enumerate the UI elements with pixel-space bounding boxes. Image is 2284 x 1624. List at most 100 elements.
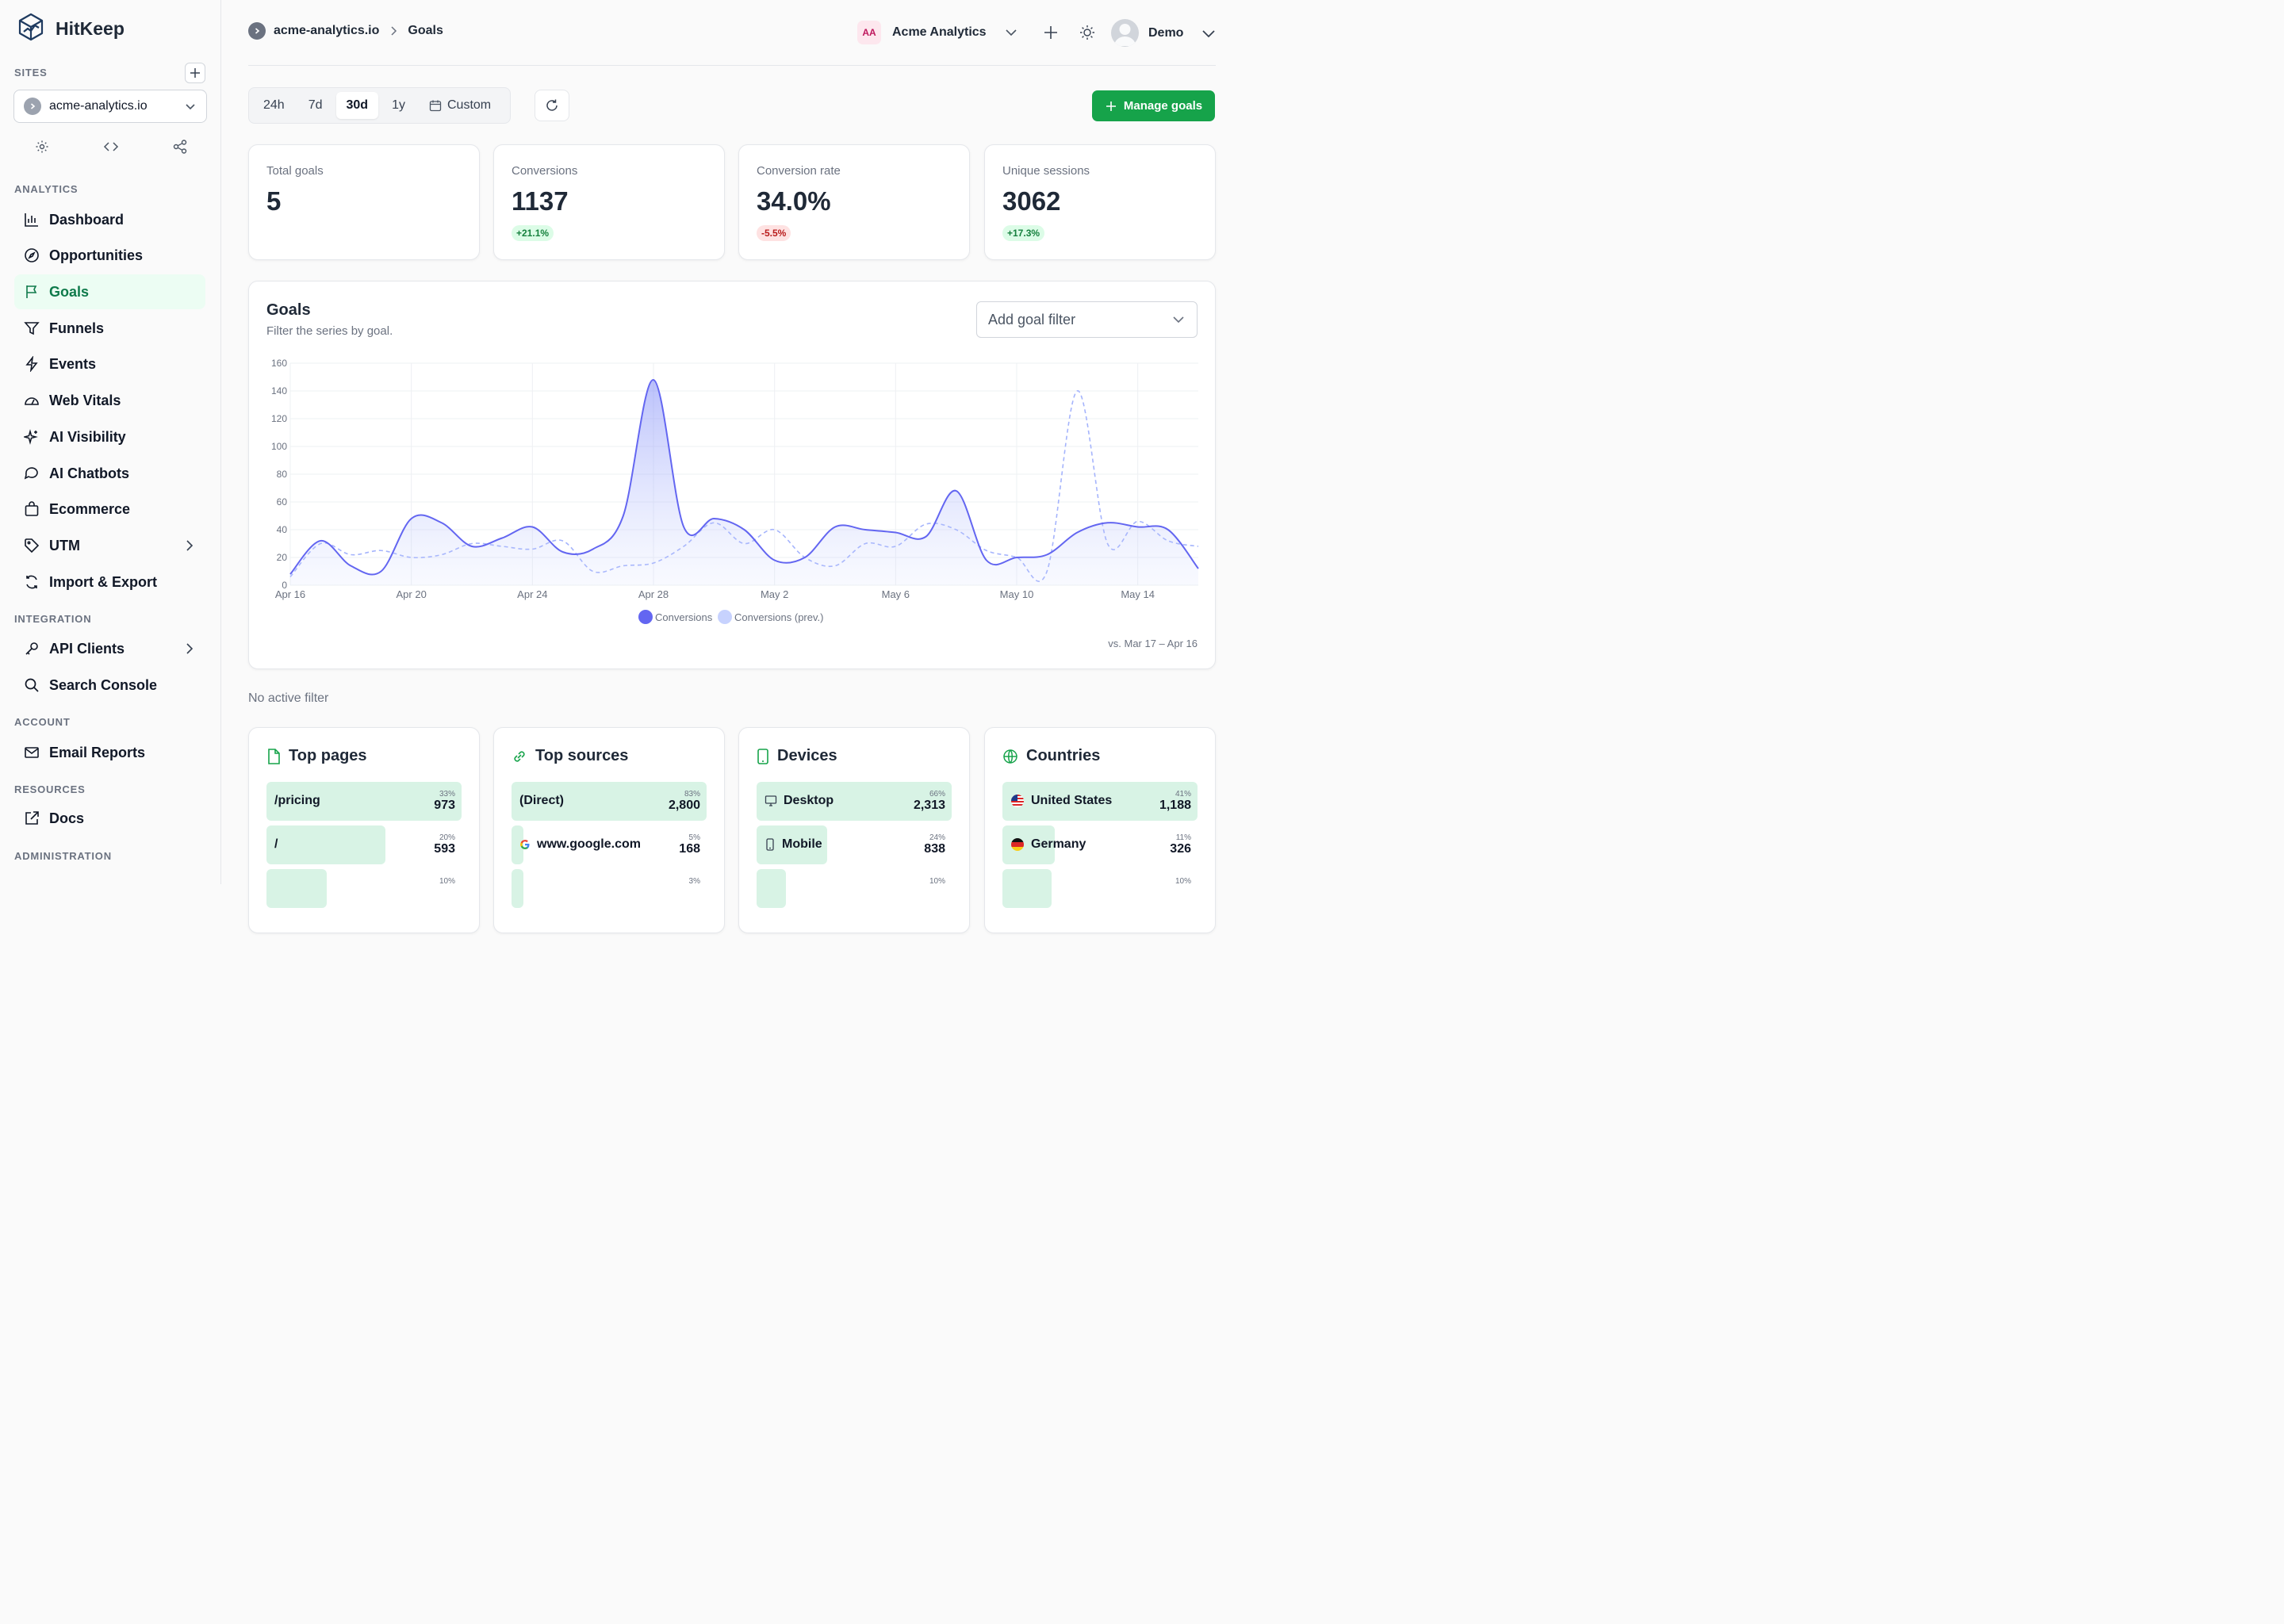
range-custom-label: Custom — [446, 98, 492, 112]
legend-swatch-conversions-prev[interactable] — [718, 610, 732, 624]
range-1y[interactable]: 1y — [392, 98, 405, 112]
panel-title: Top pages — [289, 747, 367, 764]
panel-title: Countries — [1026, 747, 1101, 764]
stat-value: 3062 — [1002, 186, 1061, 216]
sidebar-item-ai-visibility[interactable]: AI Visibility — [14, 419, 205, 454]
site-favicon-icon — [24, 98, 41, 115]
series-line-conversions — [289, 378, 1199, 576]
share-icon[interactable] — [170, 136, 190, 157]
link-icon — [514, 750, 525, 762]
refresh-arrows-icon — [24, 574, 40, 590]
list-item[interactable]: (Direct) 83% 2,800 — [512, 782, 707, 821]
share-bar — [757, 869, 786, 908]
sidebar-item-utm[interactable]: UTM — [14, 528, 205, 563]
share-bar — [512, 825, 523, 864]
manage-goals-button[interactable]: Manage goals — [1092, 90, 1215, 121]
theme-toggle-sun-icon[interactable] — [1077, 22, 1098, 43]
code-snippet-icon[interactable] — [101, 136, 121, 157]
site-favicon-icon — [248, 22, 266, 40]
breadcrumb-current: Goals — [408, 24, 443, 37]
file-icon — [268, 748, 280, 764]
sidebar-item-events[interactable]: Events — [14, 347, 205, 381]
range-30d[interactable]: 30d — [335, 92, 379, 119]
sidebar-item-search-console[interactable]: Search Console — [14, 668, 205, 703]
breadcrumb-site[interactable]: acme-analytics.io — [274, 24, 380, 37]
sidebar-item-goals[interactable]: Goals — [14, 274, 205, 309]
list-item[interactable]: Germany 11% 326 — [1002, 825, 1198, 864]
section-resources: RESOURCES — [14, 783, 86, 795]
list-item[interactable]: / 20% 593 — [266, 825, 462, 864]
section-integration: INTEGRATION — [14, 613, 92, 625]
user-menu[interactable]: Demo — [1111, 19, 1217, 47]
list-item[interactable]: 3% — [512, 869, 707, 908]
list-item[interactable]: 10% — [757, 869, 952, 908]
list-item[interactable]: 10% — [1002, 869, 1198, 908]
stat-value: 34.0% — [757, 186, 831, 216]
sidebar-item-email-reports[interactable]: Email Reports — [14, 735, 205, 770]
list-item[interactable]: United States 41% 1,188 — [1002, 782, 1198, 821]
site-selector-value: acme-analytics.io — [49, 99, 148, 113]
list-item-text: Mobile — [782, 837, 822, 851]
sidebar-item-funnels[interactable]: Funnels — [14, 311, 205, 346]
range-7d[interactable]: 7d — [308, 98, 323, 112]
x-tick-label: May 6 — [882, 588, 910, 600]
list-item[interactable]: 10% — [266, 869, 462, 908]
legend-swatch-conversions[interactable] — [638, 610, 653, 624]
section-account: ACCOUNT — [14, 716, 71, 728]
chevron-right-icon — [186, 540, 194, 551]
sidebar-item-label: Ecommerce — [49, 500, 131, 517]
range-24h[interactable]: 24h — [263, 98, 285, 112]
range-custom[interactable]: Custom — [419, 92, 501, 119]
goal-filter-placeholder: Add goal filter — [988, 311, 1076, 327]
sidebar-item-opportunities[interactable]: Opportunities — [14, 238, 205, 273]
list-item[interactable]: Mobile 24% 838 — [757, 825, 952, 864]
site-settings-icon[interactable] — [32, 136, 52, 157]
chevron-right-icon — [391, 26, 397, 36]
list-item[interactable]: www.google.com 5% 168 — [512, 825, 707, 864]
no-active-filter-text: No active filter — [248, 691, 329, 705]
y-tick-label: 60 — [277, 496, 288, 508]
refresh-button[interactable] — [535, 90, 569, 121]
org-switcher[interactable]: AA Acme Analytics — [857, 21, 1018, 44]
list-item-label: Mobile — [765, 837, 822, 852]
legend-label-conversions-prev[interactable]: Conversions (prev.) — [734, 611, 823, 623]
top-bar: acme-analytics.io Goals AA Acme Analytic… — [248, 0, 1216, 66]
sidebar-item-import-export[interactable]: Import & Export — [14, 565, 205, 599]
sidebar-item-api-clients[interactable]: API Clients — [14, 631, 205, 666]
globe-icon — [1003, 749, 1017, 764]
sidebar-item-ecommerce[interactable]: Ecommerce — [14, 492, 205, 527]
y-tick-label: 100 — [271, 441, 287, 452]
sidebar-item-ai-chatbots[interactable]: AI Chatbots — [14, 456, 205, 491]
add-new-icon[interactable] — [1040, 22, 1061, 43]
goals-area-chart[interactable]: 0 20 40 60 80 100 120 140 160 Apr 16 Apr 20 Apr 24 A… — [249, 353, 1217, 702]
list-item-label: / — [274, 837, 278, 852]
list-item-text: Germany — [1031, 837, 1086, 851]
list-item-percent: 83% — [684, 790, 700, 799]
site-selector[interactable]: acme-analytics.io — [13, 90, 207, 123]
brand-logo[interactable]: HitKeep — [17, 13, 125, 45]
compass-icon — [24, 247, 40, 263]
list-item-percent: 66% — [929, 790, 945, 799]
key-icon — [24, 641, 40, 657]
sidebar-item-label: AI Visibility — [49, 428, 126, 445]
list-item[interactable]: /pricing 33% 973 — [266, 782, 462, 821]
share-bar — [512, 782, 707, 821]
list-item-value: 168 — [679, 842, 700, 856]
list-item[interactable]: Desktop 66% 2,313 — [757, 782, 952, 821]
list-item-percent: 3% — [688, 877, 700, 886]
sidebar-item-dashboard[interactable]: Dashboard — [14, 202, 205, 237]
y-tick-label: 80 — [277, 469, 288, 480]
legend-label-conversions[interactable]: Conversions — [655, 611, 713, 623]
goal-filter-dropdown[interactable]: Add goal filter — [976, 301, 1198, 338]
list-item-label: /pricing — [274, 794, 320, 808]
sidebar: HitKeep SITES acme-analytics.io ANALYTIC… — [0, 0, 221, 884]
add-site-button[interactable] — [185, 63, 205, 83]
smartphone-icon — [757, 748, 768, 764]
sidebar-item-web-vitals[interactable]: Web Vitals — [14, 383, 205, 418]
sidebar-item-docs[interactable]: Docs — [14, 801, 205, 836]
sidebar-item-label: UTM — [49, 537, 80, 553]
y-tick-label: 160 — [271, 358, 287, 369]
funnel-icon — [24, 320, 40, 336]
panel-devices: Devices Desktop 66% 2,313 Mobile 24% 838 10% — [738, 727, 970, 933]
stat-card-conversions: Conversions 1137 +21.1% — [493, 144, 725, 260]
